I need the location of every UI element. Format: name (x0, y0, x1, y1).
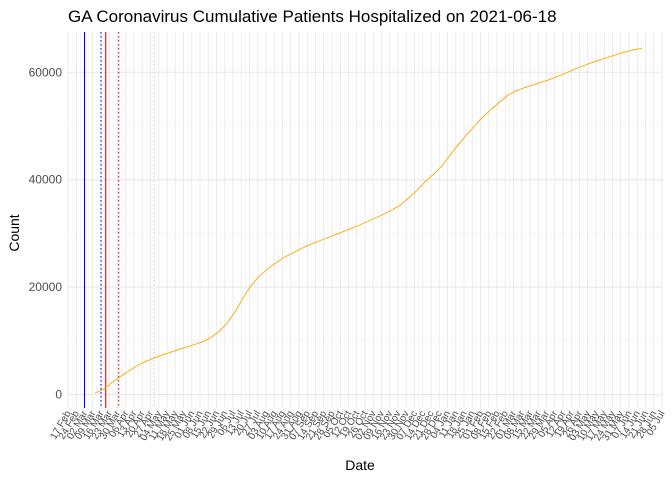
vertical-reference-lines (83, 32, 155, 408)
chart-title: GA Coronavirus Cumulative Patients Hospi… (68, 7, 557, 26)
y-tick-label: 60000 (29, 65, 63, 79)
grid (67, 32, 663, 408)
series-group (94, 47, 643, 394)
y-tick-label: 20000 (29, 280, 63, 294)
y-tick-label: 40000 (29, 173, 63, 187)
x-axis-title: Date (345, 457, 375, 473)
y-axis-ticks: 0 20000 40000 60000 (29, 65, 63, 401)
series-line (94, 47, 643, 394)
y-tick-label: 0 (55, 388, 62, 402)
y-axis-title: Count (6, 214, 22, 251)
